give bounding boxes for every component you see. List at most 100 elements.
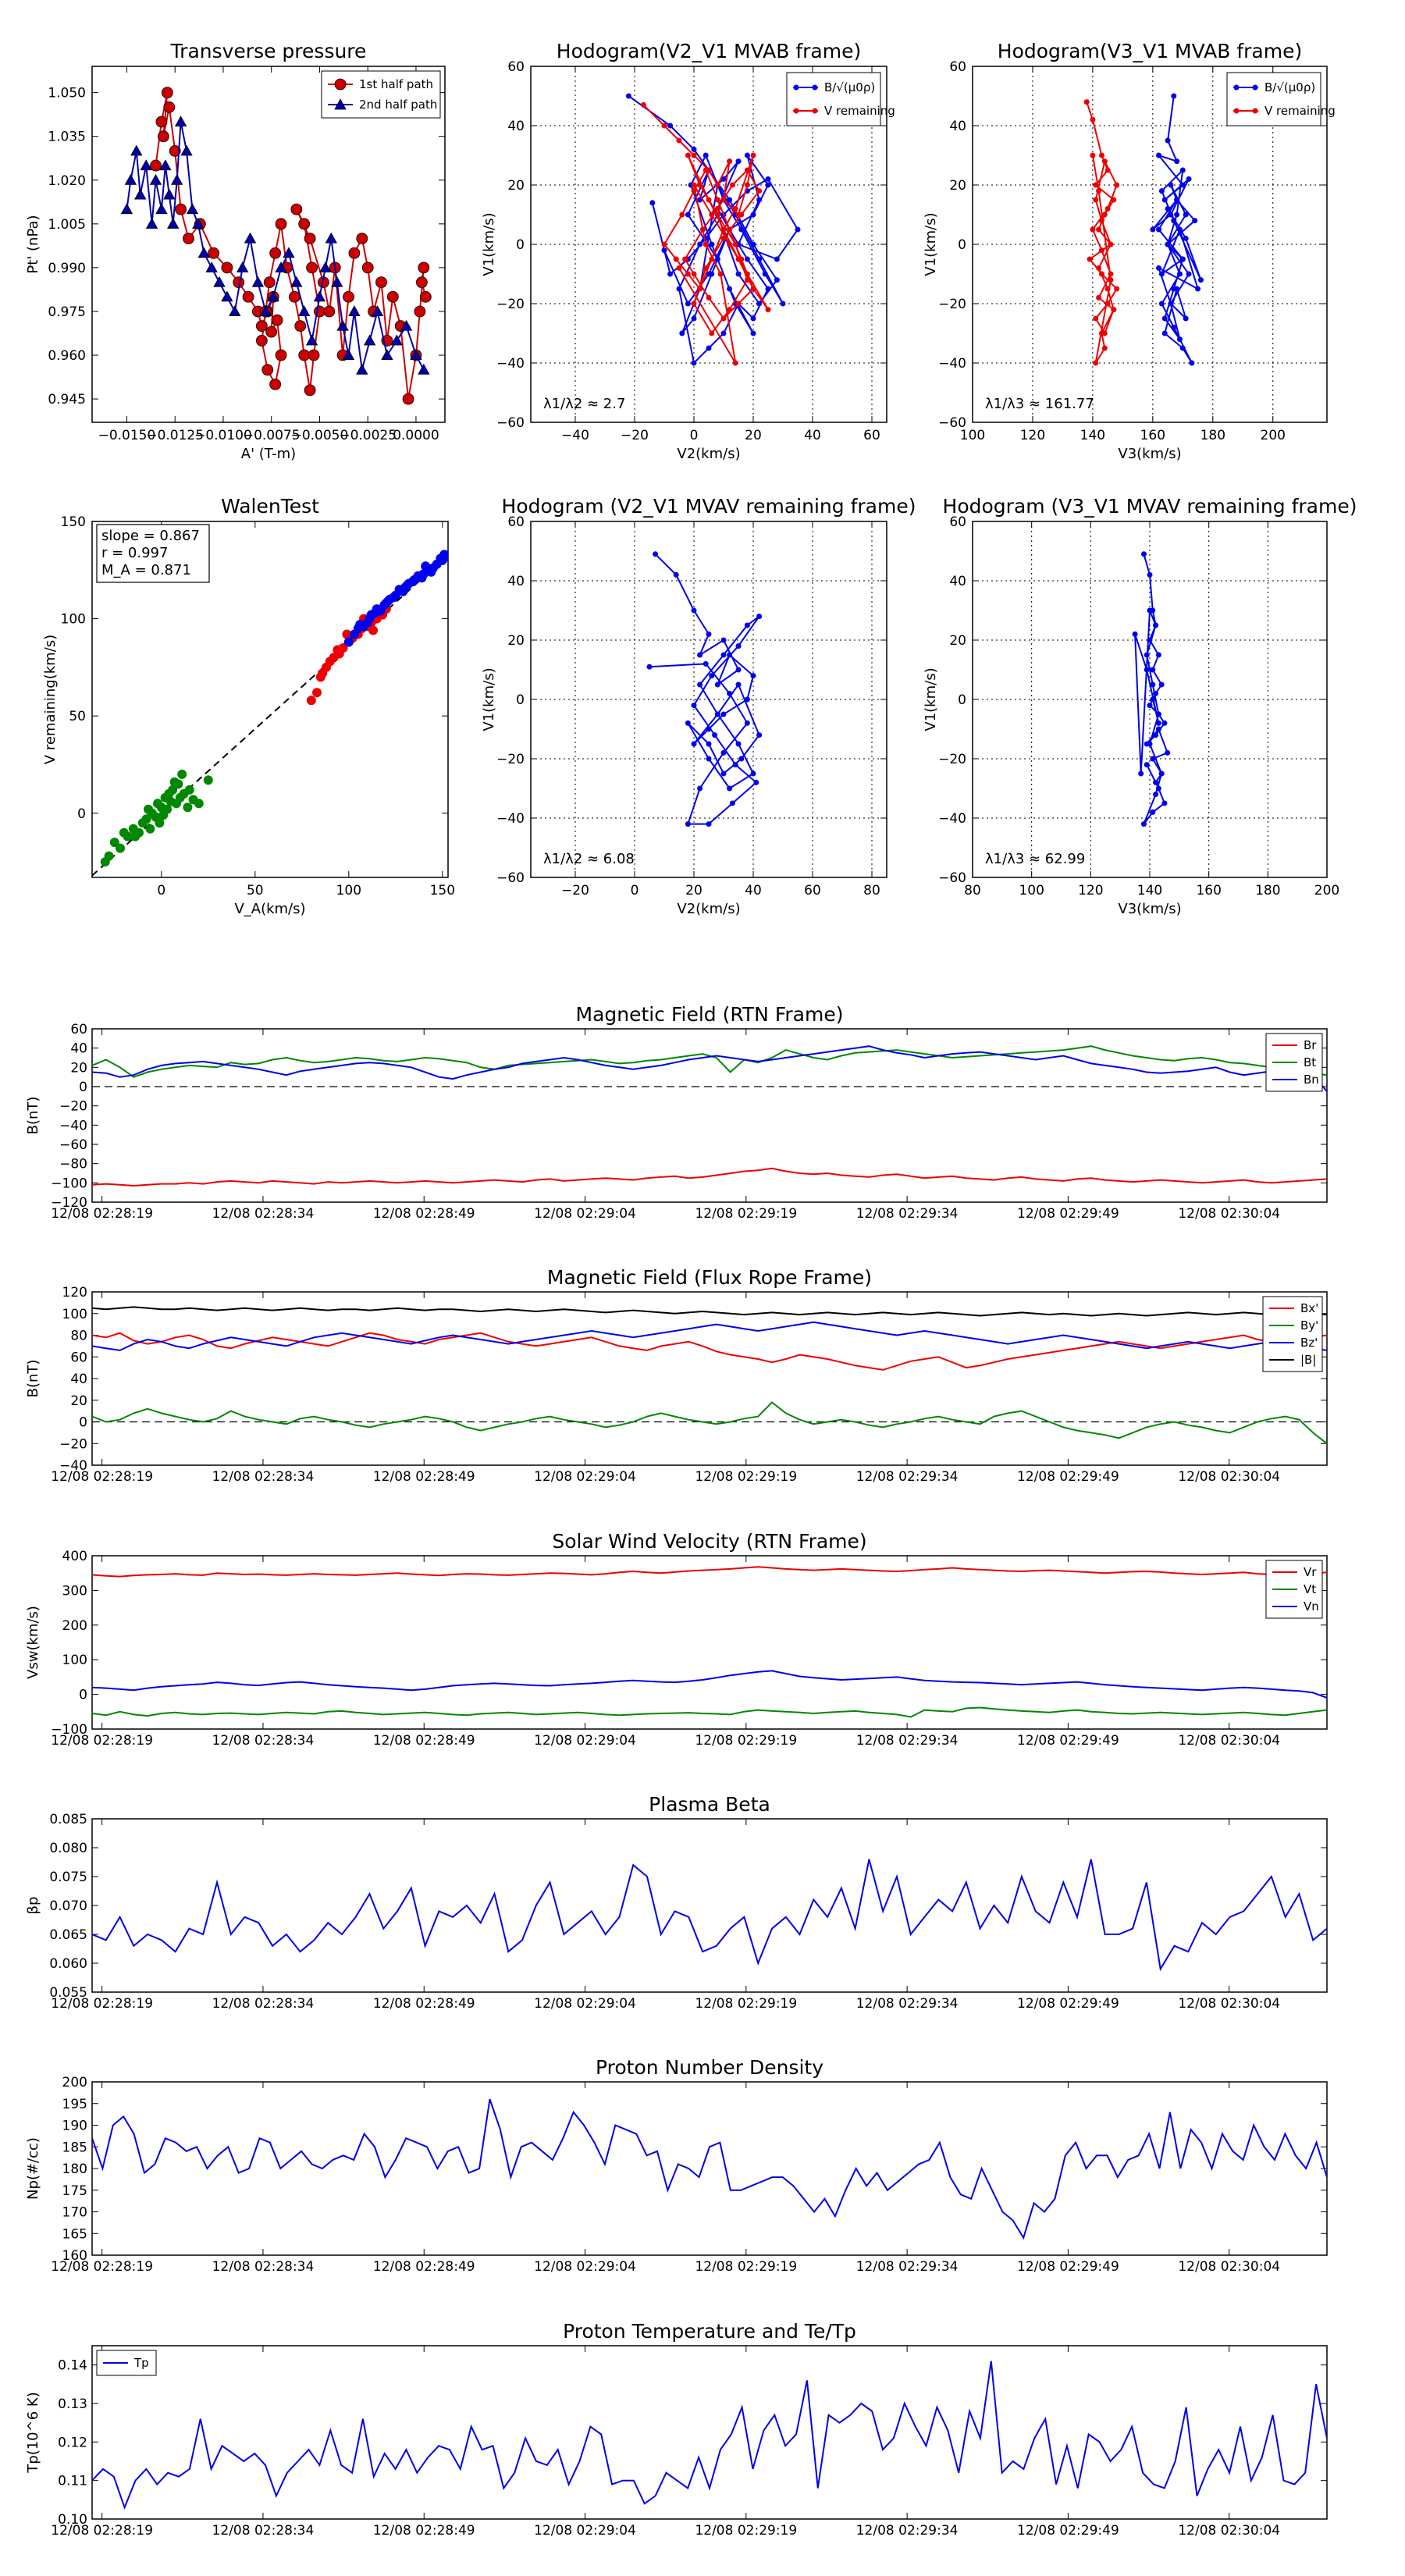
data-point [383,596,393,607]
data-point [744,271,750,277]
x-tick-label: 80 [863,883,880,898]
data-point [1176,271,1183,277]
data-point [735,301,742,307]
data-point [242,290,254,303]
x-tick-label: 12/08 02:29:49 [1017,1996,1119,2012]
data-point [1093,315,1099,322]
data-point [197,247,210,258]
data-point [1150,681,1156,688]
data-point [697,241,703,247]
data-point [304,233,316,244]
data-point [290,203,303,215]
data-point [1101,212,1108,218]
y-tick-label: 150 [61,514,86,530]
legend-marker [334,98,347,110]
x-tick-label: 12/08 02:30:04 [1178,1206,1280,1222]
data-point [356,233,368,244]
stats-textbox [96,524,210,583]
x-tick-label: 12/08 02:28:34 [212,1733,315,1749]
series-line [92,1859,1327,1972]
y-tick-label: −40 [938,356,966,372]
data-point [304,384,316,397]
y-tick-label: 0.12 [58,2435,87,2450]
y-tick-label: −20 [496,752,525,767]
legend-label: Vt [1304,1582,1316,1596]
legend-label: Vr [1304,1565,1317,1579]
legend-marker [1252,84,1258,91]
data-point [676,137,682,144]
x-tick-label: 12/08 02:29:19 [695,1469,797,1485]
x-tick-label: 12/08 02:29:04 [534,1469,636,1485]
data-point [1144,652,1150,658]
data-point [1189,360,1195,366]
x-tick-label: 12/08 02:28:34 [212,2259,315,2275]
x-tick-label: 12/08 02:28:49 [373,1469,475,1485]
data-point [183,802,193,813]
legend-label: V remaining [824,104,895,118]
data-point [756,256,763,262]
y-tick-label: 40 [507,574,525,589]
data-point [697,785,703,792]
data-point [750,212,756,218]
data-point [691,188,697,194]
plot-area [92,1045,1327,1187]
data-point [714,197,720,203]
x-tick-label: 12/08 02:29:34 [856,1469,959,1485]
x-tick-label: 12/08 02:28:49 [373,2259,475,2275]
y-tick-label: 0 [77,806,86,822]
data-point [290,276,303,287]
x-tick-label: 12/08 02:29:04 [534,1733,636,1749]
y-tick-label: 0.960 [48,348,86,364]
data-point [269,379,282,390]
eigenvalue-ratio: λ1/λ3 ≈ 62.99 [985,851,1085,867]
y-tick-label: −20 [938,297,966,312]
data-point [685,152,691,158]
data-point [1144,762,1150,768]
x-tick-label: 40 [804,428,821,443]
data-point [370,608,380,618]
y-tick-label: 0.070 [49,1898,87,1914]
data-point [706,294,712,301]
y-tick-label: 60 [507,514,525,530]
data-point [313,290,326,302]
data-point [667,123,674,129]
data-point [709,673,715,679]
legend-label: Br [1304,1038,1317,1052]
data-point [685,212,691,218]
y-tick-label: −60 [938,415,966,431]
x-axis-label: V2(km/s) [677,901,740,917]
data-point [735,271,742,277]
data-point [735,741,742,747]
data-point [720,749,727,756]
data-point [1168,182,1174,188]
data-point [1150,809,1156,815]
data-point [1140,821,1147,827]
data-point [1098,218,1104,224]
data-point [732,241,738,247]
panel-transverse-pressure: Transverse pressure −0.0150−0.0125−0.010… [25,40,446,462]
plot-area [92,1306,1327,1445]
y-axis-label: B(nT) [25,1097,41,1135]
data-point [661,123,667,129]
data-point [1161,330,1168,336]
data-point [259,305,272,316]
data-point [706,726,712,732]
stats-line: slope = 0.867 [101,528,200,544]
data-point [381,349,393,361]
data-point [673,256,679,262]
y-tick-label: 0 [958,692,966,708]
data-point [1132,631,1138,637]
series-line [92,1045,1327,1092]
x-tick-label: 12/08 02:29:34 [856,2523,959,2539]
data-point [159,159,172,171]
legend-marker [793,108,799,114]
data-point [727,241,733,247]
fit-line [92,554,448,877]
data-point [1171,286,1177,292]
data-point [1096,188,1102,194]
data-point [1108,241,1114,247]
x-tick-label: 12/08 02:29:04 [534,2523,636,2539]
x-tick-label: 12/08 02:29:34 [856,1996,959,2012]
legend-label: |B| [1300,1353,1316,1367]
y-axis-label: V1(km/s) [923,212,939,276]
